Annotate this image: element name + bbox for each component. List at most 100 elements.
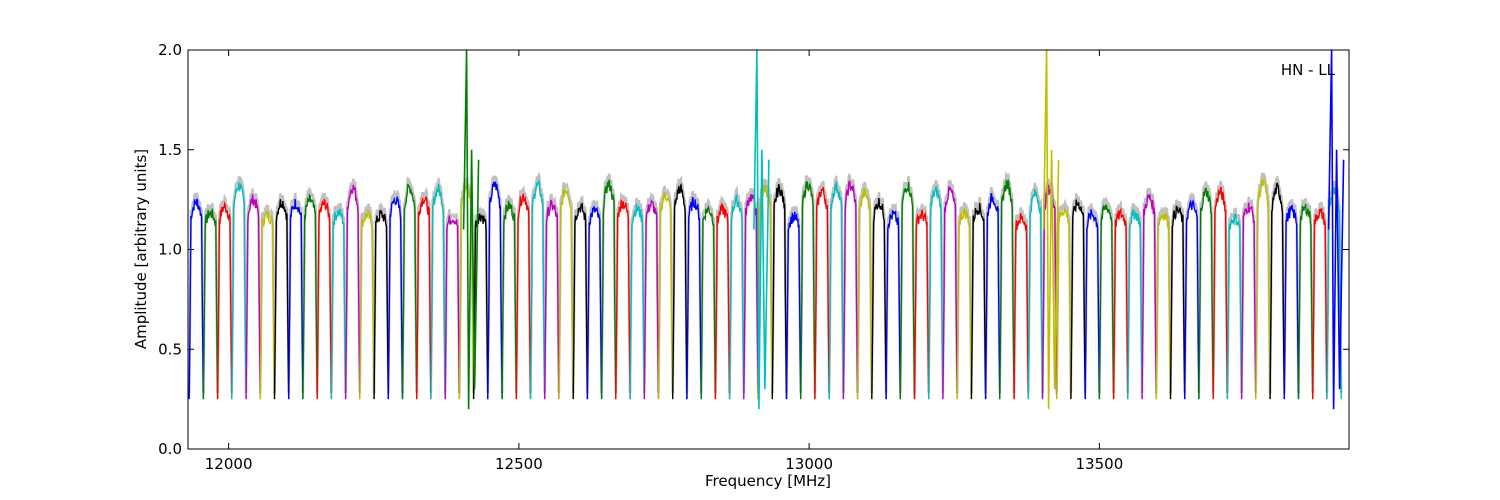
background-trace-segment: [401, 176, 418, 394]
background-trace-segment: [699, 197, 717, 394]
channel-trace: [899, 182, 916, 400]
channel-trace: [316, 199, 333, 400]
channel-trace: [686, 197, 702, 400]
channel-trace: [1013, 213, 1029, 400]
channel-trace: [785, 211, 802, 400]
channel-trace: [487, 181, 503, 400]
channel-trace: [1297, 204, 1314, 400]
background-trace-segment: [955, 202, 973, 394]
background-trace-segment: [614, 191, 632, 394]
background-trace-segment: [230, 175, 248, 394]
channel-trace: [1184, 199, 1200, 400]
channel-trace: [728, 193, 745, 400]
channel-trace: [814, 186, 830, 400]
channel-trace: [302, 193, 318, 400]
channel-trace: [501, 200, 517, 400]
channel-trace: [216, 201, 233, 400]
x-axis-label: Frequency [MHz]: [705, 472, 831, 490]
background-trace-segment: [1098, 195, 1115, 394]
channel-trace: [572, 202, 589, 400]
channel-trace: [1155, 213, 1172, 400]
channel-trace: [615, 199, 631, 400]
channel-trace: [1041, 184, 1058, 400]
background-trace-segment: [315, 192, 333, 394]
channel-trace: [1212, 186, 1229, 400]
channel-trace: [359, 210, 375, 400]
background-trace-segment: [529, 171, 546, 394]
background-trace-segment: [187, 192, 205, 394]
channel-trace: [800, 181, 816, 400]
channel-trace: [672, 182, 688, 400]
y-tick-label: 1.5: [158, 141, 182, 159]
channel-trace: [231, 182, 247, 400]
channel-trace: [842, 179, 859, 400]
y-tick-label: 0.5: [158, 340, 182, 358]
channel-trace: [1027, 188, 1044, 400]
channel-trace: [202, 208, 219, 400]
channel-trace: [373, 209, 389, 400]
background-trace-segment: [330, 202, 347, 394]
channel-trace: [871, 198, 887, 400]
background-trace-segment: [884, 202, 902, 394]
spike: [753, 49, 770, 410]
background-trace-segment: [557, 181, 575, 394]
spike: [462, 49, 480, 410]
y-axis-label: Amplitude [arbitrary units]: [132, 149, 150, 349]
channel-trace: [472, 213, 489, 400]
channel-trace: [259, 210, 276, 400]
channel-trace: [544, 199, 560, 400]
channel-trace: [1098, 203, 1115, 400]
channel-trace: [643, 199, 660, 400]
channel-trace: [714, 202, 731, 400]
channel-trace: [1226, 213, 1243, 400]
channel-trace: [444, 215, 461, 400]
channel-trace: [1283, 205, 1300, 400]
channel-trace: [1269, 182, 1285, 400]
y-tick-label: 2.0: [158, 41, 182, 59]
channel-trace: [1127, 209, 1143, 400]
channel-trace: [529, 179, 546, 400]
x-tick-label: 12500: [495, 455, 543, 473]
background-trace-segment: [415, 185, 433, 394]
channel-trace: [956, 208, 973, 400]
channel-trace: [828, 181, 845, 400]
channel-trace: [984, 193, 1001, 400]
channel-trace: [757, 184, 773, 400]
channel-trace: [743, 194, 759, 400]
channel-trace: [416, 196, 432, 400]
axes: 12000 12500 13000 13500 0.0 0.5 1.0 1.5 2.0: [158, 41, 1350, 473]
channel-trace: [401, 183, 418, 400]
channel-trace: [1240, 202, 1257, 400]
channel-trace: [771, 184, 788, 400]
spike: [1327, 49, 1345, 410]
channel-trace: [1312, 208, 1328, 400]
background-trace-segment: [443, 209, 461, 394]
channel-trace: [1084, 209, 1101, 400]
channel-trace: [188, 198, 205, 400]
channel-trace: [515, 192, 532, 400]
channel-trace: [942, 186, 958, 400]
channel-trace: [885, 210, 901, 400]
background-trace-segment: [1012, 207, 1030, 394]
channel-trace: [387, 196, 404, 400]
y-tick-label: 0.0: [158, 440, 182, 458]
channel-trace: [700, 204, 717, 400]
channel-trace: [558, 188, 574, 400]
x-tick-label: 13500: [1076, 455, 1124, 473]
channel-trace: [430, 183, 446, 400]
spike: [1042, 49, 1060, 410]
channel-trace: [1169, 205, 1186, 400]
background-trace-segment: [1069, 193, 1087, 394]
channel-trace: [970, 203, 987, 400]
channel-trace: [273, 199, 290, 400]
channel-trace: [629, 203, 645, 400]
background-trace-segment: [1041, 178, 1058, 394]
y-tick-label: 1.0: [158, 241, 182, 259]
channel-trace: [999, 179, 1015, 400]
channel-trace: [928, 186, 944, 400]
spikes: [462, 49, 1345, 410]
x-tick-label: 12000: [205, 455, 253, 473]
background-trace-segment: [998, 171, 1016, 394]
